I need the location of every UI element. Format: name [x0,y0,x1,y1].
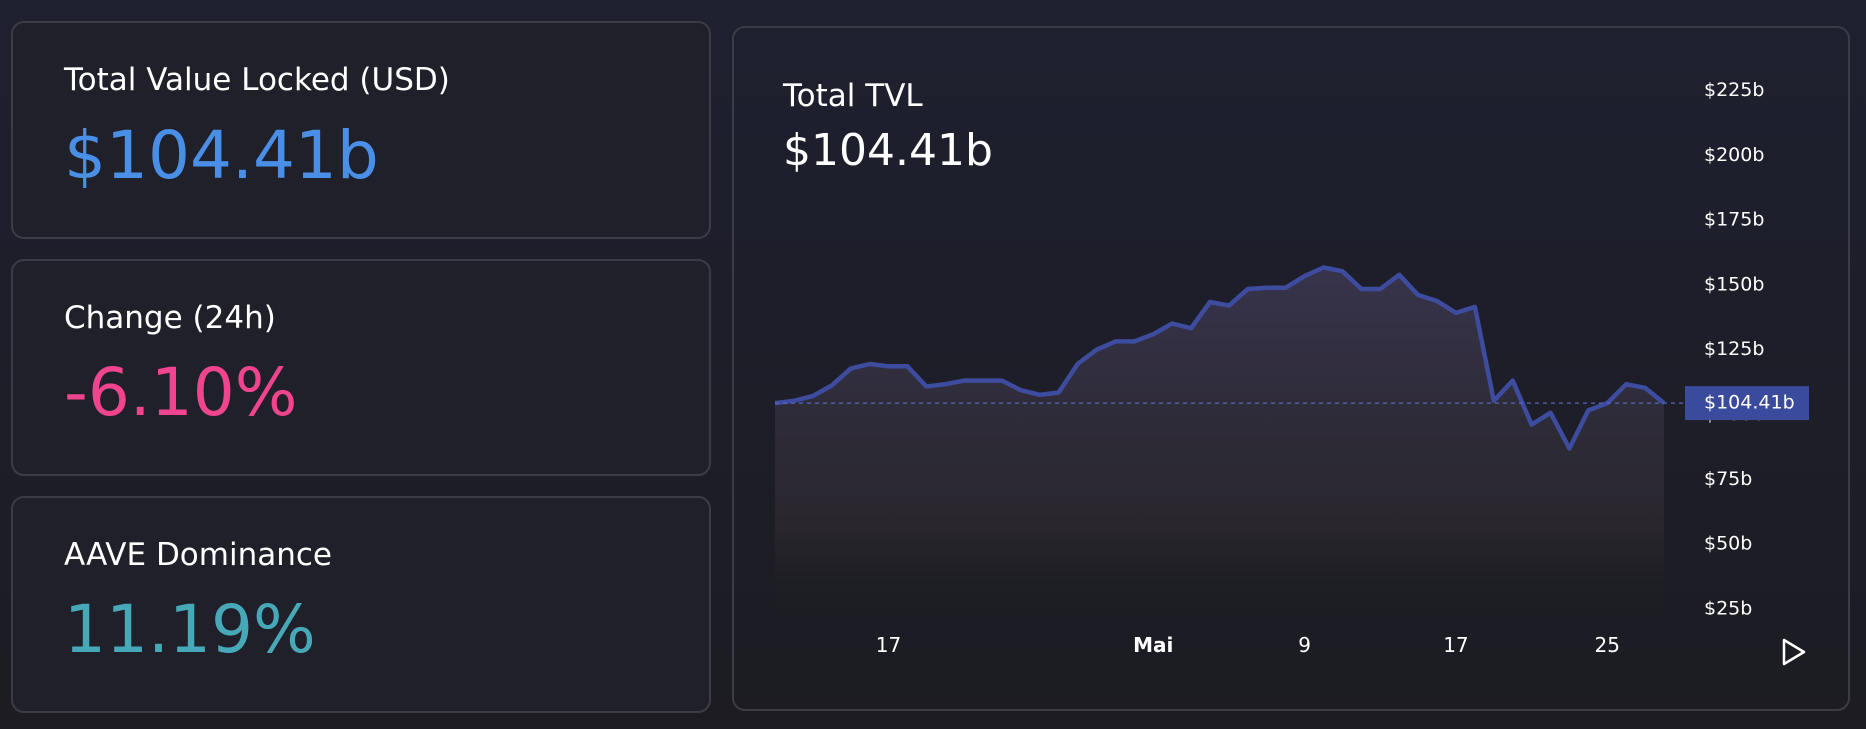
card-value: -6.10% [64,354,297,431]
x-tick-label: 25 [1595,633,1620,657]
card-title: Change (24h) [64,300,276,336]
card-title: Total Value Locked (USD) [63,62,450,98]
chart-subtitle: $104.41b [783,125,993,176]
area [775,267,1664,615]
chart-card [732,26,1850,711]
play-button[interactable] [1782,638,1806,666]
card [11,21,711,239]
x-tick-label: 17 [1443,633,1468,657]
x-tick-label: 9 [1298,633,1311,657]
last-value-marker [1685,386,1809,421]
card-value: 11.19% [64,591,316,668]
y-tick-label: $75b [1704,468,1752,490]
x-tick-label: 17 [876,633,901,657]
card-title: AAVE Dominance [64,537,332,573]
y-tick-label: $50b [1704,533,1752,555]
y-tick-label: $25b [1704,598,1752,620]
y-tick-label: $150b [1704,273,1764,295]
card-value: $104.41b [64,117,379,194]
last-value-label: $104.41b [1704,392,1795,414]
y-tick-label: $125b [1704,338,1764,360]
plot: $25b$50b$75b$100b$125b$150b$175b$200b$22… [774,79,1809,620]
x-tick-label: Mai [1133,633,1173,657]
line [774,265,1666,451]
chart-title: Total TVL [782,78,923,114]
y-tick-label: $200b [1704,144,1764,166]
card [11,259,711,476]
y-tick-label: $225b [1704,79,1764,101]
y-tick-label: $175b [1704,209,1764,231]
card [11,496,711,713]
